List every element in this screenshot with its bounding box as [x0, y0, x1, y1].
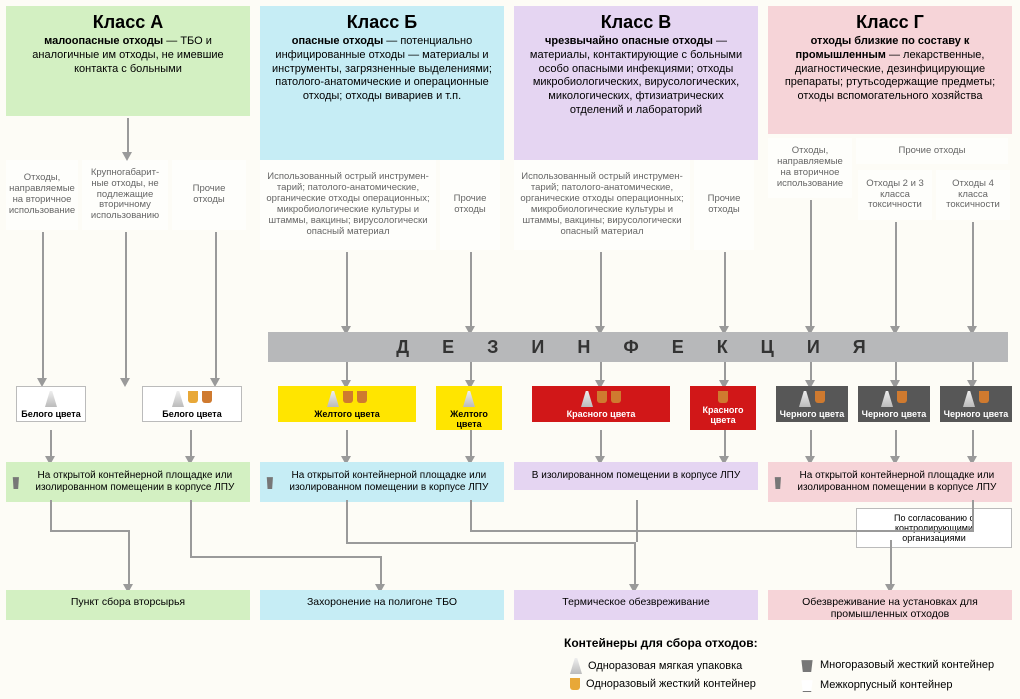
legend-0: Одноразовая мягкая упаковка [570, 658, 742, 674]
legend-title: Контейнеры для сбора отходов: [564, 636, 758, 650]
bag-icon [581, 391, 593, 407]
subB1: Прочие отходы [440, 160, 500, 250]
subD2b: Отходы 4 класса токсичности [936, 170, 1010, 220]
final-C: Термическое обезвреживание [514, 590, 758, 620]
subB0: Использованный острый инструмен­тарий; п… [260, 160, 436, 250]
subD2a: Отходы 2 и 3 класса токсичности [858, 170, 932, 220]
col-C-desc: чрезвычайно опасные отходы — материалы, … [524, 35, 748, 118]
cup-icon [343, 391, 353, 403]
diagram-root: Класс А малоопасные отходы — ТБО и анало… [0, 0, 1020, 699]
cont-A2: Белого цвета [142, 386, 242, 422]
cup-icon [570, 678, 580, 690]
cup-icon [718, 391, 728, 403]
col-B-desc: опасные отходы — потенциально инфицирова… [270, 35, 494, 104]
final-D: Обезвреживание на установках для промышл… [768, 590, 1012, 620]
storage-D: На открытой контейнерной площадке или из… [768, 462, 1012, 502]
storage-D-text: На открытой контейнерной площадке или из… [788, 470, 1006, 494]
col-B-header: Класс Б опасные отходы — потенциально ин… [260, 6, 504, 160]
col-C-subs: Использованный острый инструмен­тарий; п… [514, 160, 754, 250]
cup-icon [188, 391, 198, 403]
subC1: Прочие отходы [694, 160, 754, 250]
cont-D3: Черного цвета [940, 386, 1012, 422]
subA2: Прочие отходы [172, 160, 246, 230]
col-D-header: Класс Г отходы близкие по составу к пром… [768, 6, 1012, 134]
cup-icon [357, 391, 367, 403]
bag-icon [327, 391, 339, 407]
subD1: Прочие отходы [856, 138, 1008, 164]
cup-icon [897, 391, 907, 403]
note-box: По согласованию с контролирующими органи… [856, 508, 1012, 548]
bin-icon [266, 475, 274, 489]
cont-C2: Красного цвета [690, 386, 756, 430]
bag-icon [881, 391, 893, 407]
col-A-header: Класс А малоопасные отходы — ТБО и анало… [6, 6, 250, 116]
legend-1: Многоразовый жесткий контейнер [800, 658, 994, 672]
bin-icon [12, 475, 20, 489]
bin-icon [800, 658, 814, 672]
subA1: Крупногабарит­ные отходы, не подлежащие … [82, 160, 168, 230]
col-B-title: Класс Б [270, 12, 494, 33]
subA0: Отходы, направляемые на вторичное исполь… [6, 160, 78, 230]
col-C-header: Класс В чрезвычайно опасные отходы — мат… [514, 6, 758, 160]
col-C-title: Класс В [524, 12, 748, 33]
col-D-desc: отходы близкие по составу к промышленным… [778, 35, 1002, 104]
legend-3: Межкорпусный контейнер [800, 678, 952, 692]
disinfection-bar: Д Е З И Н Ф Е К Ц И Я [268, 332, 1008, 362]
col-A-title: Класс А [16, 12, 240, 33]
storage-C: В изолированном помещении в корпусе ЛПУ [514, 462, 758, 490]
bag-icon [799, 391, 811, 407]
storage-A-text: На открытой контейнерной площадке или из… [26, 470, 244, 494]
cup-icon [611, 391, 621, 403]
col-D-subs2: Отходы 2 и 3 класса токсичности Отходы 4… [858, 170, 1010, 220]
storage-C-text: В изолированном помещении в корпусе ЛПУ [532, 470, 740, 482]
bin-icon [774, 475, 782, 489]
bag-icon [963, 391, 975, 407]
cup-icon [979, 391, 989, 403]
bag-icon [463, 391, 475, 407]
final-B: Захоронение на полигоне ТБО [260, 590, 504, 620]
bag-icon [570, 658, 582, 674]
storage-B-text: На открытой контейнерной площадке или из… [280, 470, 498, 494]
cont-A1: Белого цвета [16, 386, 86, 422]
cup-icon [815, 391, 825, 403]
cont-D2: Черного цвета [858, 386, 930, 422]
cont-C1: Красного цвета [532, 386, 670, 422]
subC0: Использованный острый инструмен­тарий; п… [514, 160, 690, 250]
col-A-desc: малоопасные отходы — ТБО и аналогичные и… [16, 35, 240, 76]
cont-D1: Черного цвета [776, 386, 848, 422]
cup-icon [202, 391, 212, 403]
bin-outline-icon [800, 678, 814, 692]
storage-A: На открытой контейнерной площадке или из… [6, 462, 250, 502]
cont-B1: Желтого цвета [278, 386, 416, 422]
final-A: Пункт сбора вторсырья [6, 590, 250, 620]
cont-B2: Желтого цвета [436, 386, 502, 430]
subD0: Отходы, направляемые на вторичное исполь… [768, 138, 852, 198]
cup-icon [597, 391, 607, 403]
storage-B: На открытой контейнерной площадке или из… [260, 462, 504, 502]
col-D-title: Класс Г [778, 12, 1002, 33]
col-B-subs: Использованный острый инструмен­тарий; п… [260, 160, 500, 250]
legend-2: Одноразовый жесткий контейнер [570, 678, 756, 690]
col-A-subs: Отходы, направляемые на вторичное исполь… [6, 160, 246, 230]
bag-icon [45, 391, 57, 407]
bag-icon [172, 391, 184, 407]
